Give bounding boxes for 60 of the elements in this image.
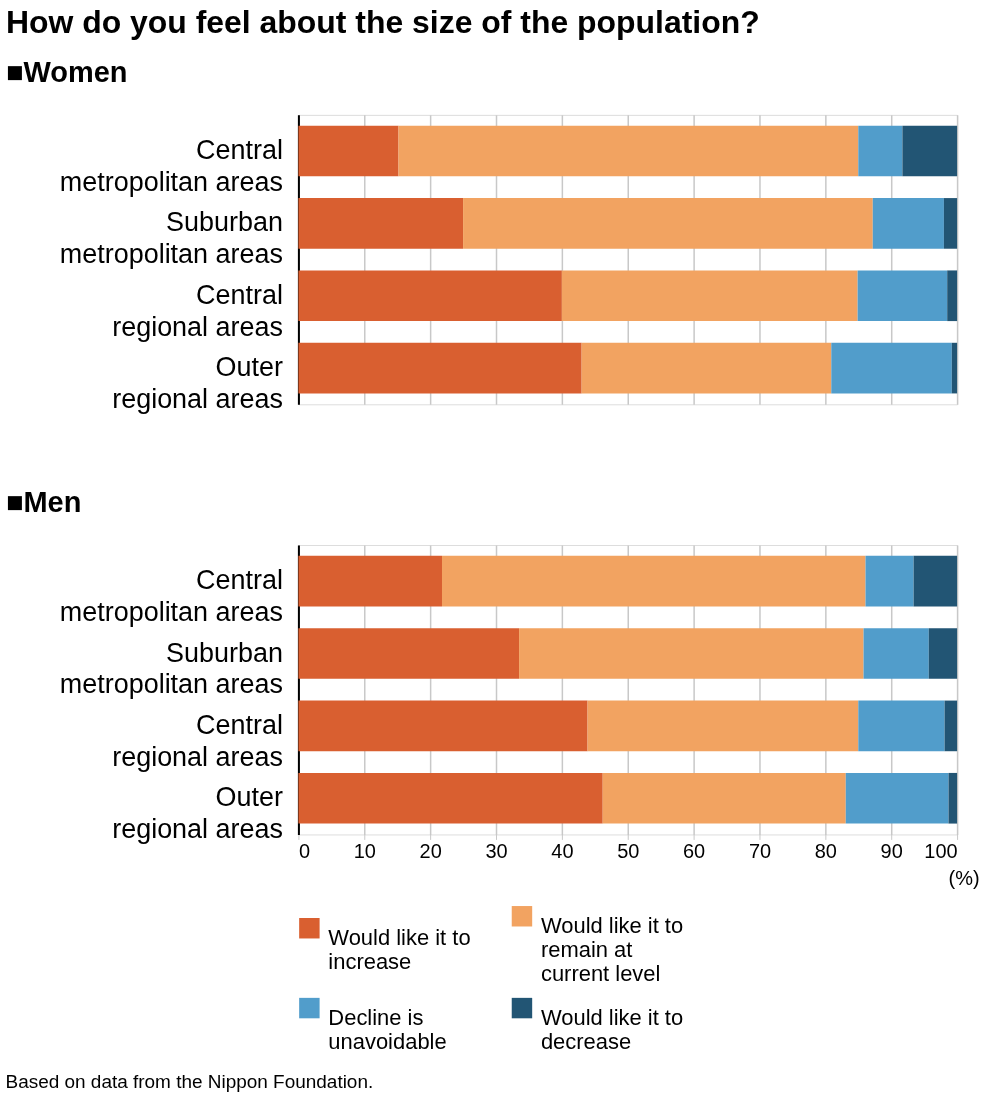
legend-label: Decline is unavoidable xyxy=(328,1005,447,1054)
bar xyxy=(831,342,952,394)
y-tick-label: Central metropolitan areas xyxy=(59,135,283,197)
bar xyxy=(863,628,929,679)
bar xyxy=(944,700,958,752)
bar xyxy=(857,270,948,322)
y-tick-label: Central regional areas xyxy=(112,279,283,342)
bar xyxy=(948,772,958,824)
bar xyxy=(928,628,958,679)
bar xyxy=(298,270,562,322)
legend-label: Would like it to remain at current level xyxy=(540,913,684,987)
bar xyxy=(298,342,582,394)
bar xyxy=(298,628,520,679)
y-tick-label: Outer regional areas xyxy=(112,782,283,845)
x-tick-label: 0 xyxy=(298,839,311,862)
x-axis-title: (%) xyxy=(948,866,980,889)
y-tick-label: Suburban metropolitan areas xyxy=(59,207,283,270)
bar xyxy=(865,555,914,607)
x-tick-label: 100 xyxy=(924,839,958,862)
bar xyxy=(858,125,903,177)
x-tick-label: 30 xyxy=(485,839,508,862)
chart-title: How do you feel about the size of the population? xyxy=(5,4,760,41)
x-tick-label: 40 xyxy=(551,839,574,862)
bar xyxy=(298,700,588,752)
x-tick-label: 60 xyxy=(683,839,706,862)
bar xyxy=(463,198,873,249)
x-tick-label: 10 xyxy=(353,839,376,862)
bar xyxy=(947,270,958,322)
x-tick-label: 80 xyxy=(814,839,837,862)
x-tick-label: 20 xyxy=(419,839,442,862)
bar xyxy=(561,270,858,322)
bar xyxy=(581,342,832,394)
bar xyxy=(951,342,958,394)
bar xyxy=(943,198,958,249)
bar xyxy=(858,700,945,752)
bar xyxy=(602,772,846,824)
y-tick-label: Outer regional areas xyxy=(112,352,283,415)
y-tick-label: Central regional areas xyxy=(112,709,283,772)
text: ■Men xyxy=(5,486,82,519)
bar xyxy=(519,628,864,679)
x-tick-label: 50 xyxy=(617,839,640,862)
legend-label: Would like it to decrease xyxy=(540,1005,684,1054)
text: ■Women xyxy=(5,55,128,88)
x-tick-label: 90 xyxy=(880,839,903,862)
bar xyxy=(902,125,958,177)
y-tick-label: Suburban metropolitan areas xyxy=(59,637,283,700)
bar xyxy=(872,198,944,249)
bar xyxy=(398,125,859,177)
bar xyxy=(845,772,949,824)
bar xyxy=(298,125,399,177)
legend-label: Would like it to increase xyxy=(328,925,471,975)
text: Based on data from the Nippon Foundation. xyxy=(5,1070,374,1092)
y-tick-label: Central metropolitan areas xyxy=(59,565,283,628)
bar xyxy=(298,772,603,824)
bar xyxy=(298,198,464,249)
bar xyxy=(442,555,866,607)
x-tick-label: 70 xyxy=(748,839,772,862)
bar xyxy=(298,555,442,607)
bar xyxy=(913,555,958,607)
bar xyxy=(587,700,859,752)
